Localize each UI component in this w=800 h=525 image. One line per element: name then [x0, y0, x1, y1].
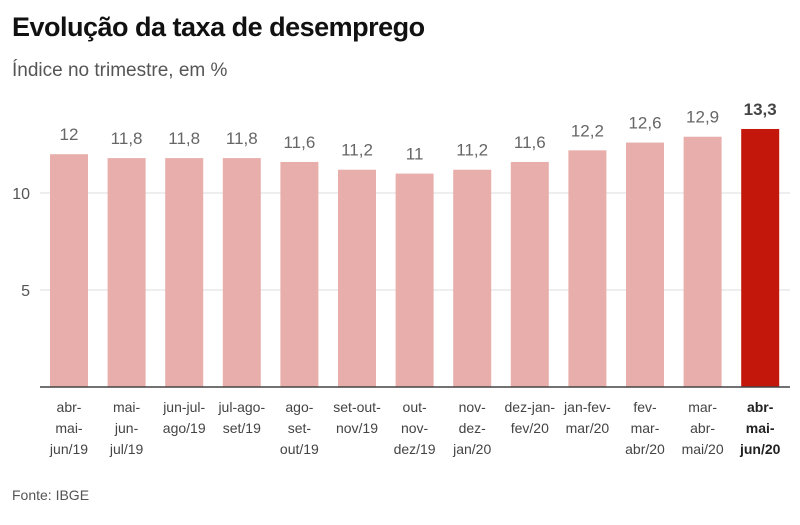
bar — [626, 142, 664, 387]
data-label: 12,2 — [571, 121, 604, 140]
x-tick-label: mai- — [746, 420, 775, 436]
x-tick-label: jul-ago- — [217, 399, 265, 415]
x-tick-label: mar- — [688, 399, 717, 415]
bar — [741, 128, 780, 388]
y-tick-label: 5 — [21, 283, 30, 300]
bar — [280, 161, 319, 387]
x-tick-label: out/19 — [280, 441, 319, 457]
bar — [568, 150, 607, 387]
bar — [395, 173, 434, 387]
bar — [338, 169, 376, 387]
x-tick-label: set-out- — [333, 399, 381, 415]
data-label: 11,6 — [283, 133, 315, 152]
x-tick-label: mar/20 — [566, 420, 610, 436]
data-label: 11,8 — [226, 129, 258, 148]
x-tick-label: mai- — [113, 399, 141, 415]
bar — [683, 136, 722, 387]
x-tick-label: dez/19 — [394, 441, 436, 457]
data-label: 12 — [60, 125, 79, 144]
bar — [50, 154, 88, 387]
x-tick-label: mar- — [631, 420, 660, 436]
x-tick-label: jan/20 — [452, 441, 491, 457]
data-label: 11,2 — [456, 141, 488, 160]
x-tick-label: fev/20 — [511, 420, 549, 436]
x-tick-label: set- — [288, 420, 312, 436]
x-tick-label: abr- — [747, 399, 774, 415]
data-label: 11,2 — [341, 141, 373, 160]
data-label: 11 — [406, 145, 424, 164]
x-tick-label: ago/19 — [163, 420, 206, 436]
source-note: Fonte: IBGE — [12, 487, 90, 503]
x-tick-label: abr- — [690, 420, 715, 436]
x-tick-label: out- — [403, 399, 427, 415]
x-tick-label: jun-jul- — [162, 399, 205, 415]
bar — [107, 158, 146, 387]
chart-subtitle: Índice no trimestre, em % — [12, 60, 228, 81]
x-tick-label: jul/19 — [109, 441, 144, 457]
data-label: 11,6 — [514, 133, 546, 152]
data-label: 11,8 — [168, 129, 200, 148]
x-tick-label: mai/20 — [682, 441, 724, 457]
bar — [222, 158, 261, 387]
x-tick-label: jun/19 — [49, 441, 88, 457]
x-tick-label: jun- — [114, 420, 139, 436]
x-tick-label: abr/20 — [625, 441, 665, 457]
data-label: 12,6 — [628, 114, 661, 133]
bar — [453, 169, 492, 387]
data-label: 11,8 — [111, 129, 143, 148]
x-tick-label: dez-jan- — [505, 399, 556, 415]
y-tick-label: 10 — [12, 186, 30, 203]
bar — [510, 161, 549, 387]
x-tick-label: abr- — [57, 399, 82, 415]
x-tick-label: ago- — [285, 399, 313, 415]
x-tick-label: dez- — [459, 420, 487, 436]
data-label: 13,3 — [744, 100, 777, 119]
bar — [165, 158, 204, 387]
data-label: 12,9 — [686, 108, 719, 127]
x-tick-label: nov/19 — [336, 420, 378, 436]
x-tick-label: jun/20 — [739, 441, 781, 457]
x-tick-label: nov- — [401, 420, 429, 436]
x-tick-label: fev- — [633, 399, 657, 415]
x-tick-label: jan-fev- — [563, 399, 611, 415]
x-tick-label: set/19 — [223, 420, 261, 436]
x-tick-label: nov- — [459, 399, 487, 415]
x-tick-label: mai- — [55, 420, 83, 436]
chart-title: Evolução da taxa de desemprego — [12, 12, 425, 42]
